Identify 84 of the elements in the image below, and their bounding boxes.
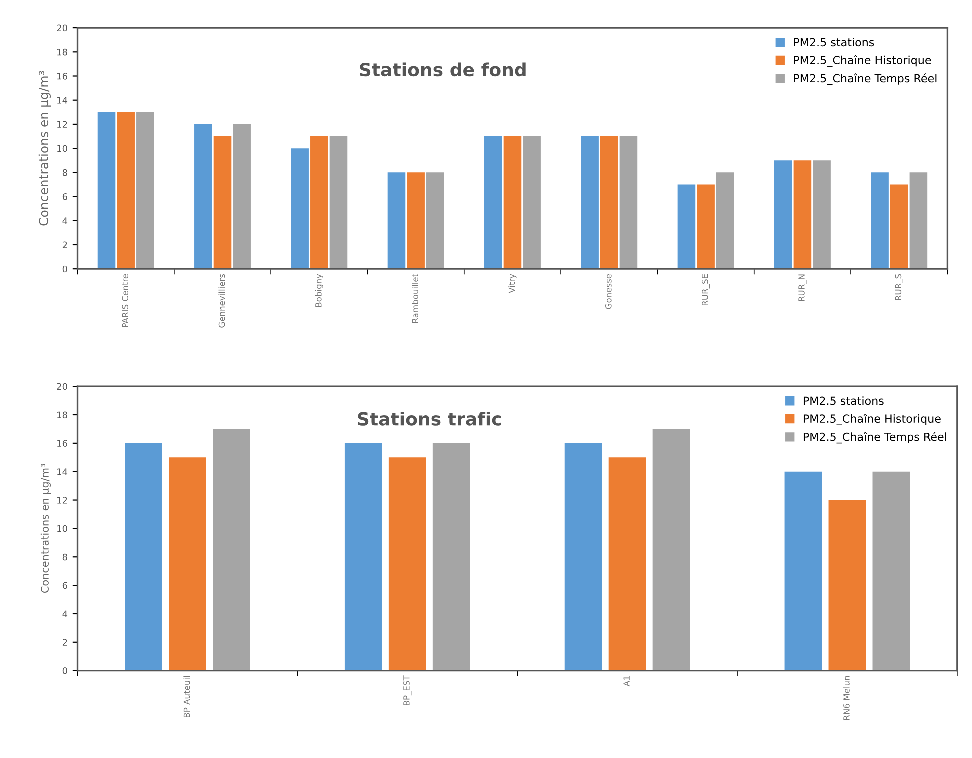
bar — [716, 172, 734, 270]
bar — [98, 112, 116, 270]
y-axis-title: Concentrations en µg/m³ — [40, 464, 51, 594]
x-tick-label: RN6 Melun — [843, 676, 850, 720]
bar — [581, 136, 599, 270]
x-tick-label: BP Auteuil — [184, 676, 190, 718]
legend-label: PM2.5 stations — [804, 396, 884, 406]
y-tick-label: 20 — [57, 383, 68, 390]
y-tick-label: 6 — [62, 194, 68, 200]
y-tick-label: 8 — [62, 554, 68, 561]
y-tick-label: 4 — [62, 610, 68, 618]
bar — [813, 160, 831, 270]
bar — [784, 472, 822, 671]
y-tick-label: 0 — [62, 668, 68, 674]
bar — [828, 500, 866, 671]
bar — [136, 112, 154, 270]
legend-label: PM2.5_Chaîne Temps Réel — [804, 432, 946, 444]
bar — [214, 136, 232, 270]
y-tick-label: 16 — [58, 72, 68, 80]
legend-label: PM2.5 stations — [794, 38, 874, 47]
bar — [125, 443, 162, 671]
bar — [504, 136, 522, 270]
x-tick-label: BP_EST — [404, 676, 412, 706]
text: Stations trafic — [358, 412, 502, 426]
y-tick-label: 6 — [62, 582, 68, 590]
bar — [330, 136, 348, 270]
y-tick-label: 0 — [62, 266, 68, 273]
x-tick-label: RUR_SE — [702, 274, 710, 306]
bar — [194, 124, 212, 270]
bar — [426, 172, 444, 270]
y-tick-label: 2 — [62, 242, 68, 248]
bar — [344, 443, 382, 671]
bar — [310, 136, 328, 270]
y-tick-label: 2 — [62, 639, 68, 646]
bar — [620, 136, 638, 270]
x-tick-label: A1 — [624, 676, 630, 687]
bar — [871, 172, 889, 270]
y-tick-label: 4 — [62, 218, 68, 224]
bar — [794, 160, 812, 270]
bar — [388, 172, 406, 270]
x-tick-label: Rambouillet — [412, 274, 418, 323]
x-tick-label: RUR_N — [798, 274, 807, 302]
bar — [523, 136, 541, 270]
x-tick-label: RUR_S — [895, 274, 904, 300]
y-tick-label: 12 — [58, 497, 68, 504]
y-tick-label: 14 — [58, 468, 68, 476]
x-tick-label: PARIS Centre — [122, 274, 129, 328]
bar — [484, 136, 502, 270]
legend-label: PM2.5_Chaîne Temps Réel — [794, 74, 937, 86]
y-tick-label: 20 — [57, 24, 68, 32]
bar — [233, 124, 251, 270]
y-tick-label: 8 — [62, 169, 68, 176]
bar — [564, 443, 602, 671]
bar — [872, 472, 910, 671]
text: Stations de fond — [360, 62, 526, 77]
y-tick-label: 10 — [58, 525, 68, 532]
y-axis-title: Concentrations en µg/m³ — [38, 71, 51, 226]
bar — [697, 184, 715, 270]
x-tick-label: Vitry — [508, 274, 517, 294]
bar — [388, 458, 426, 671]
bar — [432, 443, 470, 671]
legend-label: PM2.5_Chaîne Historique — [804, 414, 941, 426]
bar — [407, 172, 425, 270]
y-tick-label: 16 — [58, 440, 68, 447]
y-tick-label: 10 — [58, 145, 68, 152]
bar — [117, 112, 135, 270]
y-tick-label: 12 — [58, 121, 68, 128]
legend-label: PM2.5_Chaîne Historique — [794, 55, 932, 67]
y-tick-label: 14 — [58, 97, 68, 104]
bar — [678, 184, 696, 270]
x-tick-label: Gonesse — [606, 274, 612, 310]
bar — [608, 458, 646, 671]
bar — [169, 458, 206, 671]
bar — [774, 160, 792, 270]
y-tick-label: 18 — [58, 412, 68, 419]
bar — [213, 429, 250, 671]
bar — [910, 172, 928, 270]
x-tick-label: Bobigny — [315, 274, 324, 308]
bar — [890, 184, 908, 270]
bar — [291, 148, 309, 270]
bar — [600, 136, 618, 270]
bar — [652, 429, 690, 671]
x-tick-label: Gennevilliers — [218, 274, 226, 328]
y-tick-label: 18 — [58, 48, 68, 56]
